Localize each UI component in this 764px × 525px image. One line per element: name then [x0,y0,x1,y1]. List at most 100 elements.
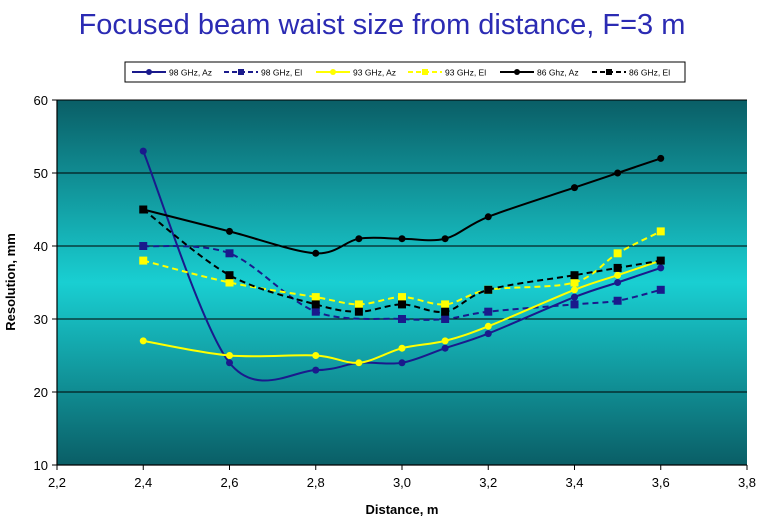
legend-item: 86 GHz, El [592,68,670,78]
data-point [570,271,579,280]
legend-label: 93 GHz, Az [353,68,396,78]
x-tick-label: 3,0 [393,475,411,490]
data-point [484,213,492,221]
data-point [613,263,622,272]
data-point [571,286,578,294]
data-point [613,249,622,258]
series-line [143,157,662,255]
data-point [613,296,622,305]
legend-marker [606,69,612,75]
data-point [657,264,665,272]
data-point [441,315,450,323]
data-point [571,293,578,301]
legend-box [124,61,686,83]
legend-label: 86 Ghz, Az [537,68,579,78]
legend-marker [238,69,244,75]
series-98-ghz-el [139,242,665,323]
data-point [139,147,147,155]
legend-marker [514,69,520,75]
chart-title: Focused beam waist size from distance, F… [79,9,686,41]
data-point [398,300,406,309]
legend-label: 98 GHz, El [261,68,302,78]
legend-label: 93 GHz, El [445,68,486,78]
data-point [441,337,449,345]
legend-label: 98 GHz, Az [169,68,212,78]
y-tick-label: 10 [34,458,48,473]
data-point [570,300,579,309]
x-tick-label: 2,6 [220,475,238,490]
data-point [226,227,233,235]
data-point [312,249,320,257]
data-point [398,293,406,302]
legend-item: 93 GHz, Az [316,68,396,78]
legend-marker [422,69,428,75]
legend-label: 86 GHz, El [629,68,670,78]
data-point [225,278,234,287]
series-layer [139,147,665,382]
data-point [570,278,579,287]
data-point [484,285,493,294]
data-point [614,279,622,286]
y-tick-label: 20 [34,385,48,400]
y-axis-label: Resolution, mm [3,233,18,331]
data-point [355,359,363,367]
data-point [656,256,665,265]
data-point [484,307,493,316]
series-line [143,230,662,306]
data-point [398,359,406,367]
data-point [312,366,320,374]
x-axis-label: Distance, m [366,502,439,517]
x-tick-label: 2,2 [48,475,66,490]
x-tick-label: 3,8 [738,475,756,490]
legend-marker [146,69,152,75]
y-tick-label: 60 [34,93,48,108]
legend-item: 98 GHz, El [224,68,302,78]
data-point [139,205,148,214]
data-point [398,344,406,352]
series-line [143,245,661,321]
data-point [311,300,320,309]
legend-marker [330,69,336,75]
data-point [656,285,665,294]
legend: 98 GHz, Az 98 GHz, El 93 GHz, Az 93 GHz, El… [132,68,670,78]
tick-labels: 10 20 30 40 50 60 2,2 2,4 2,6 2,8 3,0 3,2 3,4 3,6 3,8 [34,93,757,490]
data-point [354,307,363,316]
data-point [311,307,320,316]
data-point [657,154,665,162]
x-tick-label: 3,2 [479,475,497,490]
legend-item: 98 GHz, Az [132,68,212,78]
y-tick-label: 30 [34,312,48,327]
legend-item: 86 Ghz, Az [500,68,579,78]
axes [52,99,748,470]
y-tick-label: 50 [34,166,48,181]
legend-item: 93 GHz, El [408,68,486,78]
data-point [311,293,320,302]
data-point [139,256,148,265]
data-point [484,322,492,330]
data-point [225,249,234,258]
data-point [614,169,622,177]
x-tick-label: 2,4 [134,475,152,490]
data-point [139,242,148,250]
x-tick-label: 2,8 [307,475,325,490]
data-point [225,271,234,280]
data-point [441,235,449,243]
data-point [226,359,233,367]
data-point [484,330,492,338]
x-tick-label: 3,6 [652,475,670,490]
series-86-ghz-el [139,205,665,316]
data-point [354,300,363,309]
data-point [398,235,406,243]
x-tick-label: 3,4 [565,475,583,490]
data-point [656,227,665,236]
data-point [312,352,320,359]
data-point [226,352,233,359]
data-point [441,300,450,309]
series-line [142,208,661,314]
data-point [441,344,449,352]
data-point [139,337,147,345]
data-point [441,307,450,316]
plot-area [57,100,747,465]
